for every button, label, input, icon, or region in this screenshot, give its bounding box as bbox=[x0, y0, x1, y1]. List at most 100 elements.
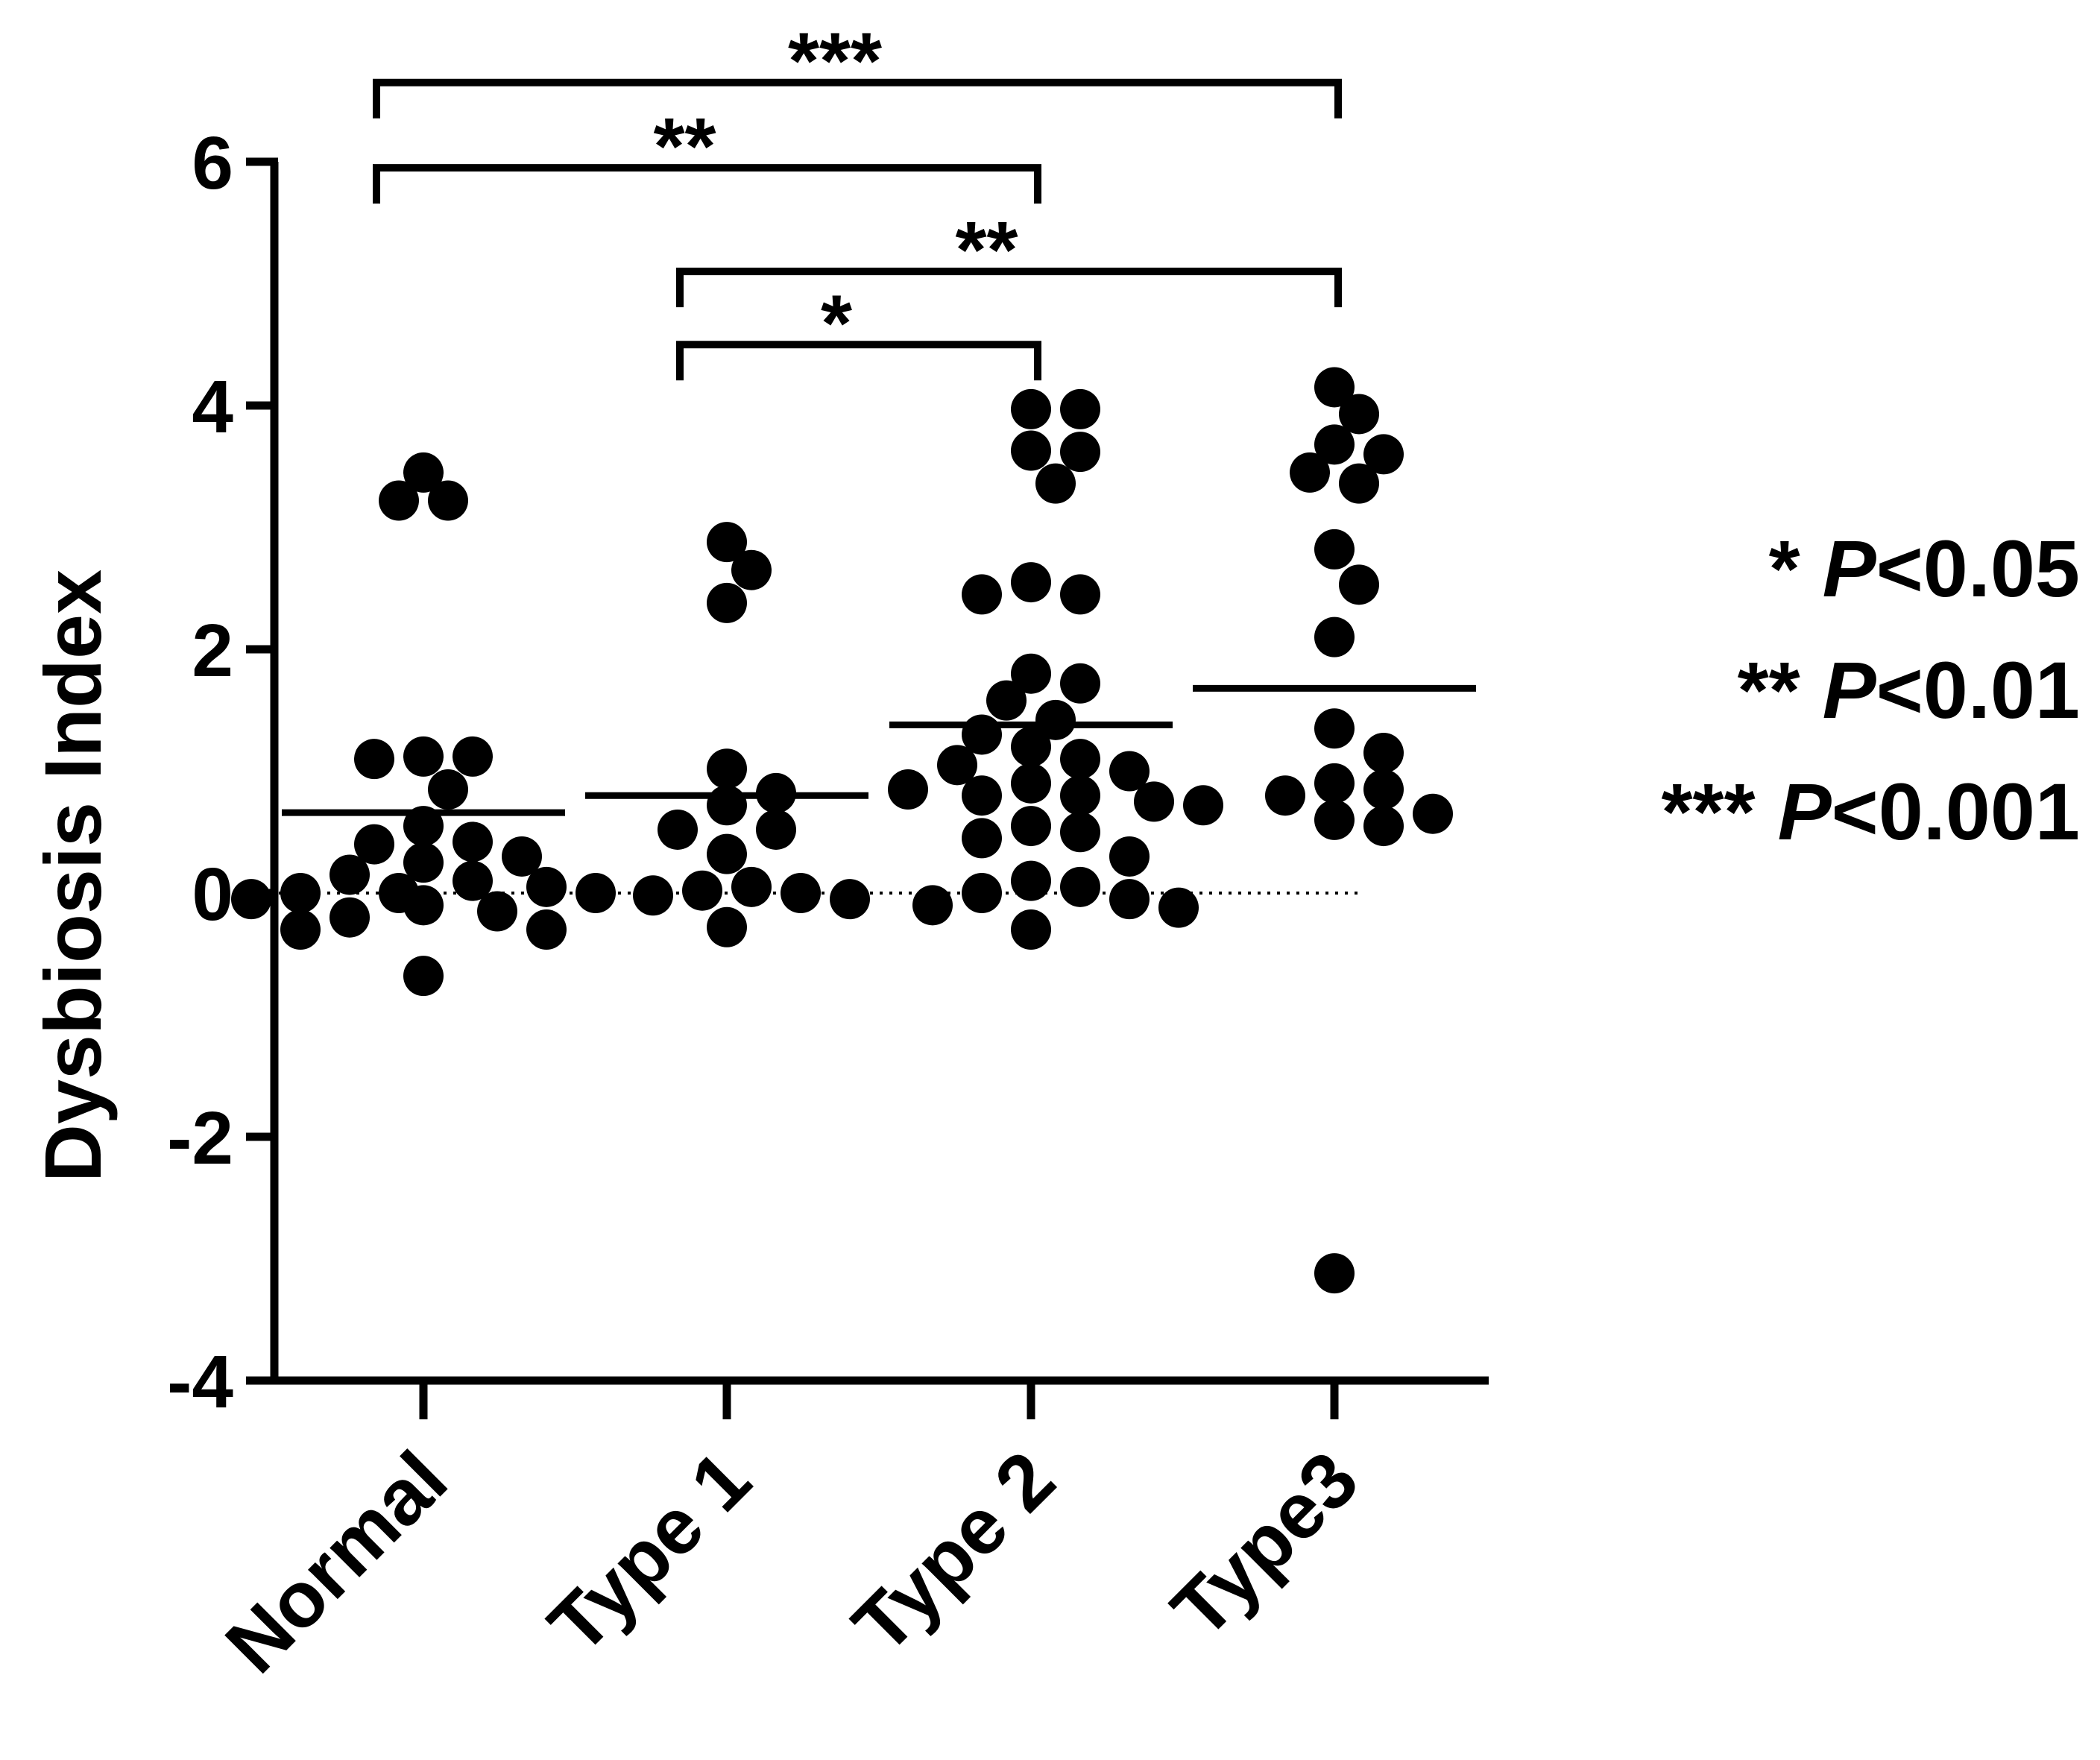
data-point bbox=[1011, 726, 1051, 767]
data-point bbox=[1060, 432, 1100, 473]
data-point bbox=[526, 909, 567, 950]
data-point bbox=[1265, 775, 1305, 816]
data-point bbox=[707, 522, 747, 563]
comparison-bracket bbox=[373, 78, 1342, 119]
data-point bbox=[1035, 699, 1076, 740]
data-point bbox=[830, 879, 870, 920]
group-means bbox=[282, 684, 1476, 816]
data-point bbox=[1158, 887, 1199, 928]
legend-entry: *** P<0.001 bbox=[1662, 766, 2080, 857]
x-category-label: Type 1 bbox=[532, 1435, 767, 1670]
legend-entry: ** P<0.01 bbox=[1738, 645, 2080, 735]
data-point bbox=[962, 775, 1002, 816]
y-tick-label: 0 bbox=[192, 853, 233, 936]
data-point bbox=[1109, 836, 1150, 877]
data-point bbox=[707, 582, 747, 623]
data-point bbox=[1011, 763, 1051, 804]
data-point bbox=[731, 866, 772, 907]
data-point bbox=[1011, 909, 1051, 950]
data-point bbox=[1413, 793, 1453, 834]
data-point bbox=[403, 736, 444, 777]
data-point bbox=[1314, 708, 1355, 749]
comparison-bracket bbox=[676, 268, 1342, 308]
data-point bbox=[526, 866, 567, 907]
data-point bbox=[633, 875, 673, 916]
data-point bbox=[1314, 529, 1355, 570]
legend-p-symbol: P bbox=[1823, 523, 1877, 614]
data-point bbox=[231, 879, 271, 920]
data-point bbox=[1060, 812, 1100, 853]
data-point bbox=[986, 680, 1027, 721]
legend-stars: ** bbox=[1738, 645, 1823, 735]
data-point bbox=[1339, 463, 1379, 504]
comparison-bracket bbox=[676, 341, 1041, 381]
data-point bbox=[329, 854, 370, 895]
legend-threshold: <0.05 bbox=[1876, 523, 2080, 614]
comparison-bracket bbox=[373, 164, 1041, 204]
y-tick-label: -4 bbox=[167, 1340, 233, 1424]
data-point bbox=[1060, 775, 1100, 816]
data-point bbox=[403, 956, 444, 997]
data-point bbox=[280, 873, 321, 913]
data-point bbox=[1314, 1253, 1355, 1294]
data-point bbox=[329, 897, 370, 938]
significance-stars: ** bbox=[955, 204, 1018, 294]
data-point bbox=[937, 745, 977, 786]
y-tick-label: 6 bbox=[192, 122, 233, 205]
data-point bbox=[1035, 463, 1076, 504]
significance-brackets: ******** bbox=[373, 16, 1342, 381]
data-point bbox=[403, 452, 444, 493]
significance-stars: ** bbox=[653, 101, 716, 191]
data-point bbox=[1109, 751, 1150, 792]
data-point bbox=[962, 873, 1002, 913]
data-point bbox=[962, 574, 1002, 615]
y-tick-label: 2 bbox=[192, 609, 233, 693]
x-category-label: Type 2 bbox=[836, 1435, 1071, 1670]
x-category-label: Type3 bbox=[1155, 1435, 1375, 1655]
y-axis: 6 4 2 0 -2 -4 bbox=[167, 122, 279, 1424]
data-point bbox=[1363, 434, 1404, 475]
data-point bbox=[453, 821, 493, 862]
data-point bbox=[962, 818, 1002, 859]
data-point bbox=[1011, 430, 1051, 471]
data-point bbox=[477, 891, 517, 932]
data-point bbox=[1060, 574, 1100, 615]
data-point bbox=[1011, 806, 1051, 847]
data-point bbox=[1060, 663, 1100, 704]
data-point bbox=[1290, 452, 1330, 493]
data-point bbox=[1011, 388, 1051, 429]
data-point bbox=[707, 833, 747, 874]
data-point bbox=[1109, 879, 1150, 920]
data-point bbox=[502, 836, 542, 877]
data-point bbox=[1134, 781, 1174, 822]
data-point bbox=[1060, 866, 1100, 907]
data-point bbox=[576, 873, 616, 913]
x-category-label: Normal bbox=[209, 1435, 464, 1690]
data-point bbox=[731, 549, 772, 590]
y-tick-label: 4 bbox=[192, 365, 233, 449]
data-point bbox=[379, 480, 419, 521]
data-point bbox=[1011, 860, 1051, 901]
data-point bbox=[781, 873, 821, 913]
data-point bbox=[403, 842, 444, 883]
significance-stars: *** bbox=[788, 16, 882, 106]
x-axis: Normal Type 1 Type 2 Type3 bbox=[209, 1376, 1489, 1690]
significance-stars: * bbox=[821, 277, 852, 368]
data-point bbox=[1011, 562, 1051, 603]
data-point bbox=[1339, 394, 1379, 435]
data-point bbox=[658, 809, 698, 850]
data-point bbox=[280, 909, 321, 950]
data-point bbox=[354, 824, 394, 865]
data-point bbox=[707, 785, 747, 826]
data-point bbox=[1363, 732, 1404, 773]
legend-threshold: <0.001 bbox=[1832, 766, 2080, 857]
y-tick-label: -2 bbox=[167, 1097, 233, 1180]
data-point bbox=[1363, 806, 1404, 847]
data-point bbox=[707, 906, 747, 947]
legend-p-symbol: P bbox=[1778, 766, 1832, 857]
data-point bbox=[1060, 388, 1100, 429]
legend-entry: * P<0.05 bbox=[1769, 523, 2080, 614]
data-point bbox=[1314, 367, 1355, 408]
data-point bbox=[1060, 739, 1100, 780]
data-point bbox=[453, 860, 493, 901]
